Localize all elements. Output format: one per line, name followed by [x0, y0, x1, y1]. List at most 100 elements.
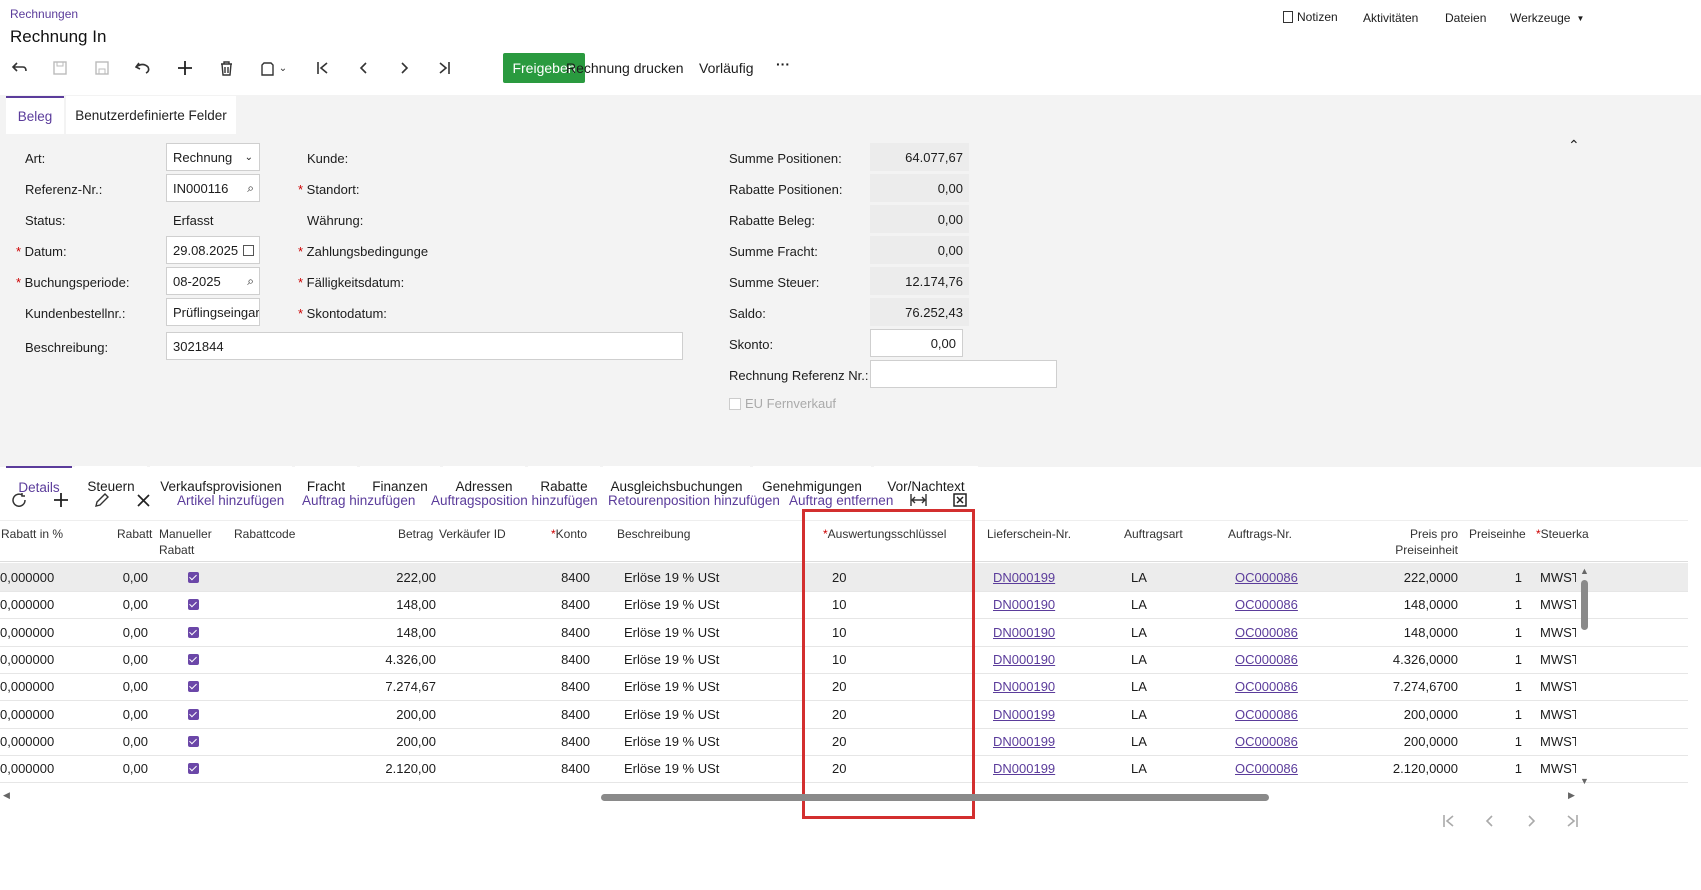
back-icon[interactable]: [7, 56, 31, 80]
table-row[interactable]: [0, 618, 1688, 647]
print-invoice-button[interactable]: Rechnung drucken: [566, 60, 684, 76]
manual-discount-checkbox[interactable]: [188, 572, 199, 583]
tab-beleg[interactable]: Beleg: [6, 96, 64, 134]
beschreibung-input[interactable]: 3021844: [166, 332, 683, 360]
ref-input[interactable]: IN000116 ⌕: [166, 174, 260, 202]
cell-lieferschein[interactable]: DN000199: [993, 733, 1056, 749]
save-close-icon[interactable]: [48, 56, 72, 80]
kundenbest-input[interactable]: Prüflingseingar: [166, 298, 260, 326]
calendar-icon[interactable]: [243, 244, 254, 256]
col-steuer[interactable]: *Steuerka: [1536, 526, 1589, 542]
tab-verkaufsprovisionen[interactable]: Verkaufsprovisionen: [150, 466, 292, 506]
cell-lieferschein[interactable]: DN000190: [993, 597, 1056, 613]
tab-custom-fields[interactable]: Benutzerdefinierte Felder: [66, 96, 236, 134]
add-row-icon[interactable]: [54, 493, 68, 510]
add-return-line-button[interactable]: Retourenposition hinzufügen: [608, 493, 780, 508]
col-beschreibung[interactable]: Beschreibung: [617, 527, 691, 541]
add-item-button[interactable]: Artikel hinzufügen: [177, 493, 285, 508]
manual-discount-checkbox[interactable]: [188, 681, 199, 693]
ref-nr-input[interactable]: [870, 360, 1057, 388]
tab-ausgleichsbuchungen[interactable]: Ausgleichsbuchungen: [603, 466, 750, 506]
pager-last-icon[interactable]: [1565, 814, 1579, 831]
pager-first-icon[interactable]: [1442, 814, 1456, 831]
add-order-button[interactable]: Auftrag hinzufügen: [302, 493, 416, 508]
save-icon[interactable]: [90, 56, 114, 80]
more-menu-button[interactable]: ···: [776, 56, 790, 72]
manual-discount-checkbox[interactable]: [188, 735, 199, 747]
tools-menu[interactable]: Werkzeuge ▼: [1510, 11, 1584, 25]
cell-auftragsnr[interactable]: OC000086: [1235, 597, 1298, 613]
tab-fracht[interactable]: Fracht: [295, 466, 357, 506]
eu-checkbox[interactable]: EU Fernverkauf: [729, 396, 836, 411]
cell-auftragsnr[interactable]: OC000086: [1235, 651, 1298, 667]
cell-auftragsnr[interactable]: OC000086: [1235, 733, 1298, 749]
cell-lieferschein[interactable]: DN000190: [993, 651, 1056, 667]
cell-auftragsnr[interactable]: OC000086: [1235, 570, 1298, 585]
release-button[interactable]: Freigeben: [503, 53, 585, 83]
preliminary-button[interactable]: Vorläufig: [699, 60, 754, 76]
cell-lieferschein[interactable]: DN000199: [993, 706, 1056, 722]
copy-paste-icon[interactable]: [255, 56, 279, 80]
horizontal-scrollbar[interactable]: ◀ ▶: [0, 790, 1580, 802]
table-row[interactable]: [0, 563, 1688, 592]
manual-discount-checkbox[interactable]: [188, 626, 199, 638]
periode-input[interactable]: 08-2025 ⌕: [166, 267, 260, 295]
tab-finanzen[interactable]: Finanzen: [360, 466, 440, 506]
first-record-icon[interactable]: [311, 56, 335, 80]
tab-steuern[interactable]: Steuern: [75, 466, 147, 506]
cell-auftragsnr[interactable]: OC000086: [1235, 706, 1298, 722]
skonto-input[interactable]: 0,00: [870, 329, 963, 357]
delete-row-icon[interactable]: [137, 494, 150, 510]
tab-adressen[interactable]: Adressen: [443, 466, 525, 506]
last-record-icon[interactable]: [432, 56, 456, 80]
col-auswertung[interactable]: *Auswertungsschlüssel: [823, 526, 946, 542]
col-auftragsart[interactable]: Auftragsart: [1124, 527, 1183, 541]
vertical-scroll-thumb[interactable]: [1581, 580, 1588, 630]
files-button[interactable]: Dateien: [1445, 11, 1487, 25]
vertical-scrollbar[interactable]: ▲ ▼: [1580, 566, 1590, 788]
col-lieferschein[interactable]: Lieferschein-Nr.: [987, 527, 1072, 541]
datum-input[interactable]: 29.08.2025: [166, 236, 260, 264]
previous-record-icon[interactable]: [352, 56, 376, 80]
cell-auftragsnr[interactable]: OC000086: [1235, 761, 1298, 777]
notes-button[interactable]: Notizen: [1283, 10, 1338, 24]
scroll-left-icon[interactable]: ◀: [3, 790, 10, 800]
tab-rabatte[interactable]: Rabatte: [528, 466, 600, 506]
col-auftragsnr[interactable]: Auftrags-Nr.: [1228, 527, 1293, 541]
col-verkaeufer[interactable]: Verkäufer ID: [439, 527, 506, 541]
col-rabatt-pct[interactable]: Rabatt in %: [1, 527, 64, 541]
cell-lieferschein[interactable]: DN000199: [993, 570, 1056, 585]
search-icon[interactable]: ⌕: [247, 273, 254, 288]
chevron-down-icon[interactable]: ⌄: [278, 62, 288, 74]
manual-discount-checkbox[interactable]: [188, 763, 199, 775]
col-manuell[interactable]: Manueller Rabatt: [159, 526, 212, 558]
art-select[interactable]: Rechnung ⌄: [166, 143, 260, 171]
manual-discount-checkbox[interactable]: [188, 599, 199, 611]
cell-auftragsnr[interactable]: OC000086: [1235, 679, 1298, 695]
pager-next-icon[interactable]: [1524, 814, 1538, 831]
search-icon[interactable]: ⌕: [247, 180, 254, 195]
next-record-icon[interactable]: [392, 56, 416, 80]
add-icon[interactable]: [173, 56, 197, 80]
collapse-icon[interactable]: ⌃: [1568, 137, 1580, 153]
horizontal-scroll-thumb[interactable]: [601, 794, 1269, 801]
cell-lieferschein[interactable]: DN000190: [993, 679, 1056, 695]
col-rabatt[interactable]: Rabatt: [117, 527, 153, 541]
table-row[interactable]: [0, 590, 1688, 620]
activities-button[interactable]: Aktivitäten: [1363, 11, 1419, 25]
cell-auftragsnr[interactable]: OC000086: [1235, 624, 1298, 640]
fit-columns-icon[interactable]: [910, 493, 927, 510]
manual-discount-checkbox[interactable]: [188, 708, 199, 720]
table-row[interactable]: [0, 727, 1688, 756]
col-preis[interactable]: Preis pro Preiseinheit: [1388, 526, 1458, 558]
scroll-down-icon[interactable]: ▼: [1580, 776, 1589, 786]
export-excel-icon[interactable]: [953, 493, 967, 510]
remove-order-button[interactable]: Auftrag entfernen: [789, 493, 894, 508]
scroll-up-icon[interactable]: ▲: [1580, 566, 1589, 576]
undo-icon[interactable]: [131, 56, 155, 80]
col-rabattcode[interactable]: Rabattcode: [234, 527, 296, 541]
col-betrag[interactable]: Betrag: [398, 527, 434, 541]
pager-previous-icon[interactable]: [1483, 814, 1497, 831]
table-row[interactable]: [0, 754, 1688, 784]
refresh-icon[interactable]: [12, 493, 27, 511]
